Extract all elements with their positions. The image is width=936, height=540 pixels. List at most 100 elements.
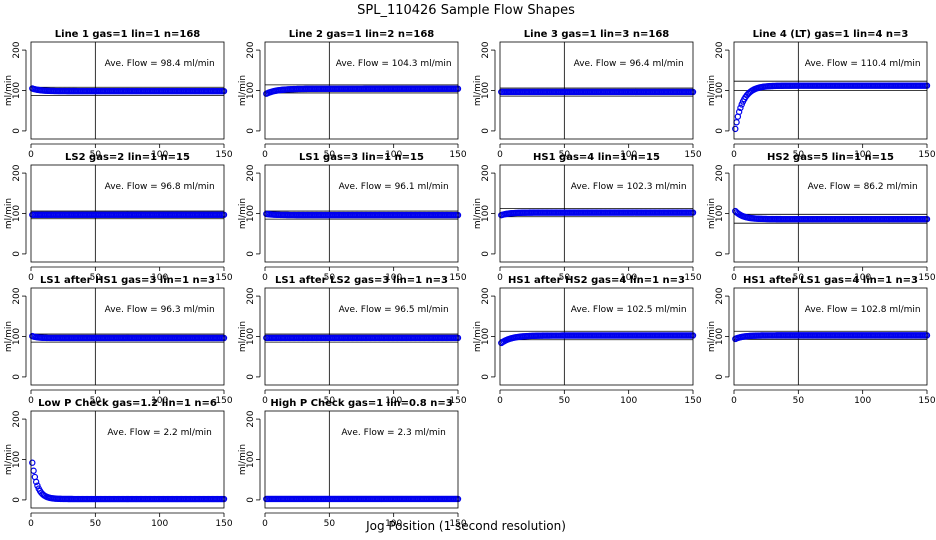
panel-13: Low P Check gas=1.2 lin=1 n=6 ml/min 0 50 10… [4,398,233,529]
x-tick-label: 100 [854,396,871,406]
x-tick-label: 150 [684,273,701,283]
panel-title: LS1 after LS2 gas=3 lin=1 n=3 [275,275,448,286]
panel-title: Line 2 gas=1 lin=2 n=168 [289,29,435,40]
x-tick-label: 50 [793,150,805,160]
panel-5: LS2 gas=2 lin=1 n=15 ml/min 0 50 100 150 0 100 2… [4,152,233,283]
y-tick-label: 200 [481,164,491,181]
y-tick-label: 0 [12,128,22,134]
x-tick-label: 50 [793,396,805,406]
figure-title: SPL_110426 Sample Flow Shapes [357,3,575,18]
x-tick-label: 100 [620,273,637,283]
x-tick-label: 100 [385,273,402,283]
x-tick-label: 150 [215,150,232,160]
x-tick-label: 0 [28,150,34,160]
y-tick-label: 100 [481,205,491,222]
x-tick-label: 100 [854,273,871,283]
x-tick-label: 100 [385,150,402,160]
panel-12: HS1 after LS1 gas=4 lin=1 n=3 ml/min 0 50 10… [707,275,936,406]
y-tick-label: 100 [246,451,256,468]
x-tick-label: 50 [324,396,336,406]
x-tick-label: 150 [449,519,466,529]
data-point [32,478,40,486]
x-tick-label: 0 [731,396,737,406]
y-axis-label: ml/min [4,444,14,475]
panel-8: HS2 gas=5 lin=1 n=15 ml/min 0 50 100 150 0 100 2… [707,152,936,283]
y-tick-label: 200 [246,41,256,58]
panel-title: LS2 gas=2 lin=1 n=15 [65,152,190,163]
y-tick-label: 0 [246,374,256,380]
y-tick-label: 200 [481,287,491,304]
x-tick-label: 100 [151,519,168,529]
x-tick-label: 50 [90,150,102,160]
x-tick-label: 50 [324,273,336,283]
y-tick-label: 100 [12,82,22,99]
x-tick-label: 50 [559,150,571,160]
y-tick-label: 0 [246,251,256,257]
y-tick-label: 100 [12,328,22,345]
x-tick-label: 50 [324,150,336,160]
y-tick-label: 100 [481,82,491,99]
panel-3: Line 3 gas=1 lin=3 n=168 ml/min 0 50 100 150 0… [473,29,702,160]
x-tick-label: 50 [324,519,336,529]
y-tick-label: 0 [12,251,22,257]
ave-flow-annotation: Ave. Flow = 102.8 ml/min [805,305,921,315]
y-axis-label: ml/min [238,75,248,106]
x-tick-label: 150 [449,150,466,160]
data-point [34,482,41,489]
panel-4: Line 4 (LT) gas=1 lin=4 n=3 ml/min 0 50 100 1… [707,29,936,160]
panel-title: Line 3 gas=1 lin=3 n=168 [524,29,670,40]
x-tick-label: 0 [497,273,503,283]
ave-flow-annotation: Ave. Flow = 102.3 ml/min [571,182,687,192]
y-tick-label: 200 [12,164,22,181]
x-tick-label: 150 [684,150,701,160]
y-axis-label: ml/min [238,321,248,352]
y-tick-label: 0 [715,128,725,134]
x-tick-label: 0 [262,519,268,529]
plot-frame [499,164,694,263]
y-tick-label: 200 [12,287,22,304]
ave-flow-annotation: Ave. Flow = 96.1 ml/min [339,182,449,192]
y-tick-label: 0 [715,374,725,380]
ave-flow-annotation: Ave. Flow = 2.2 ml/min [107,428,211,438]
panel-1: Line 1 gas=1 lin=1 n=168 ml/min 0 50 100 150 0… [4,29,233,160]
y-tick-label: 0 [481,128,491,134]
y-tick-label: 200 [246,164,256,181]
x-tick-label: 100 [385,519,402,529]
y-tick-label: 0 [246,497,256,503]
ave-flow-annotation: Ave. Flow = 96.3 ml/min [105,305,215,315]
ave-flow-annotation: Ave. Flow = 2.3 ml/min [341,428,445,438]
y-axis-label: ml/min [473,198,483,229]
x-tick-label: 0 [262,273,268,283]
data-point [735,108,743,116]
x-tick-label: 50 [90,273,102,283]
x-tick-label: 0 [28,396,34,406]
y-axis-label: ml/min [473,75,483,106]
y-tick-label: 100 [246,205,256,222]
x-tick-label: 150 [684,396,701,406]
panel-title: Low P Check gas=1.2 lin=1 n=6 [38,398,217,409]
y-tick-label: 0 [12,497,22,503]
y-axis-label: ml/min [4,75,14,106]
x-tick-label: 150 [918,150,935,160]
x-tick-label: 150 [215,396,232,406]
x-tick-label: 50 [559,273,571,283]
y-tick-label: 100 [12,451,22,468]
y-tick-label: 100 [246,328,256,345]
x-tick-label: 100 [620,150,637,160]
y-tick-label: 100 [481,328,491,345]
ave-flow-annotation: Ave. Flow = 110.4 ml/min [805,59,921,69]
ave-flow-annotation: Ave. Flow = 86.2 ml/min [808,182,918,192]
x-tick-label: 0 [28,273,34,283]
x-tick-label: 0 [262,396,268,406]
panel-title: LS1 after HS1 gas=3 lin=1 n=3 [40,275,215,286]
panel-title: HS2 gas=5 lin=1 n=15 [767,152,894,163]
ave-flow-annotation: Ave. Flow = 96.8 ml/min [105,182,215,192]
plot-frame [499,287,694,386]
plot-frame [30,287,225,386]
x-tick-label: 100 [854,150,871,160]
plot-frame [733,41,928,140]
y-axis-label: ml/min [238,444,248,475]
x-tick-label: 0 [28,519,34,529]
y-axis-label: ml/min [238,198,248,229]
